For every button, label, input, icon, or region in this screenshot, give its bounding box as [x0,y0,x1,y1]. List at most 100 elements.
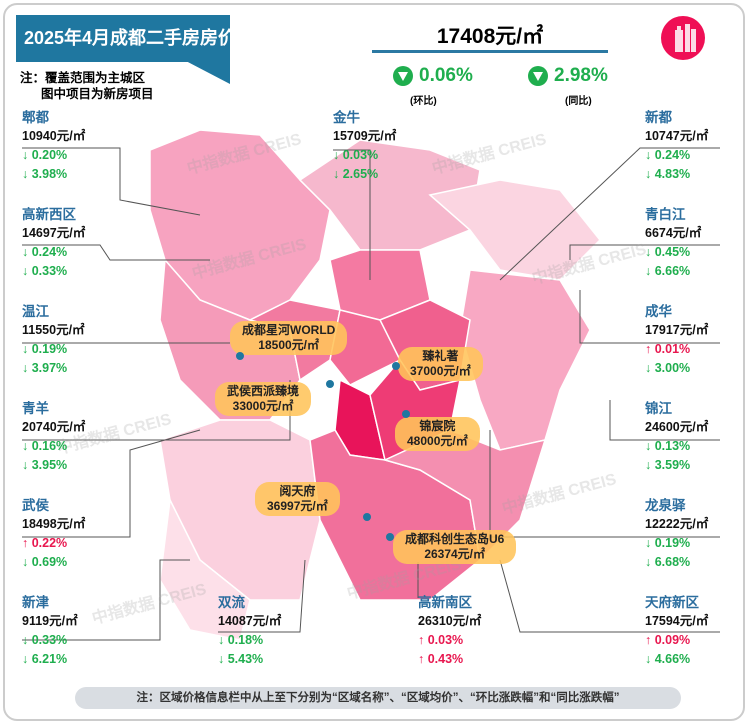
district-name: 青白江 [645,207,686,222]
district-name: 新都 [645,110,672,125]
region-pidu [149,129,331,321]
district-label: 温江 11550元/㎡ ↓ 0.19% ↓ 3.97% [22,302,85,378]
district-yoy: ↓ 6.68% [645,555,691,569]
project-name: 武侯西派臻境 [227,384,300,398]
district-label: 高新西区 14697元/㎡ ↓ 0.24% ↓ 0.33% [22,205,85,281]
district-yoy: ↓ 0.69% [22,555,68,569]
region-qingbaijiang [428,179,602,281]
district-mom: ↓ 0.45% [645,245,691,259]
district-label: 成华 17917元/㎡ ↑ 0.01% ↓ 3.00% [645,302,708,378]
district-name: 温江 [22,304,49,319]
district-price: 10940元/㎡ [22,129,86,143]
project-name: 臻礼著 [422,349,459,363]
district-yoy: ↓ 6.21% [22,652,68,666]
district-label: 郫都 10940元/㎡ ↓ 0.20% ↓ 3.98% [22,108,85,184]
project-label: 锦宸院 48000元/㎡ [395,417,480,451]
district-price: 9119元/㎡ [22,614,78,628]
district-name: 双流 [218,595,245,610]
district-mom: ↓ 0.24% [645,148,691,162]
project-price: 18500元/㎡ [258,338,320,352]
district-label: 天府新区 17594元/㎡ ↑ 0.09% ↓ 4.66% [645,593,708,669]
district-mom: ↓ 0.03% [333,148,379,162]
district-mom: ↑ 0.22% [22,536,68,550]
coverage-note: 注：覆盖范围为主城区 图中项目为新房项目 [20,70,154,102]
district-price: 10747元/㎡ [645,129,709,143]
district-mom: ↓ 0.24% [22,245,68,259]
district-mom: ↓ 0.18% [218,633,264,647]
project-price: 33000元/㎡ [232,399,294,413]
project-name: 阅天府 [279,484,316,498]
page-title: 2025年4月成都二手房房价地图 [16,15,272,62]
district-mom: ↓ 0.19% [645,536,691,550]
district-price: 20740元/㎡ [22,420,86,434]
district-yoy: ↑ 0.43% [418,652,464,666]
district-label: 新津 9119元/㎡ ↓ 0.33% ↓ 6.21% [22,593,78,669]
district-yoy: ↓ 3.97% [22,361,68,375]
divider [372,50,608,53]
district-mom: ↓ 0.20% [22,148,68,162]
district-price: 15709元/㎡ [333,129,397,143]
district-price: 26310元/㎡ [418,614,482,628]
district-price: 17917元/㎡ [645,323,709,337]
district-price: 12222元/㎡ [645,517,709,531]
project-label: 阅天府 36997元/㎡ [255,482,340,516]
district-yoy: ↓ 4.83% [645,167,691,181]
mom-value: 0.06% [419,65,473,86]
yoy-change: 2.98% [528,65,608,87]
project-price: 36997元/㎡ [267,499,328,513]
district-mom: ↑ 0.09% [645,633,691,647]
district-price: 17594元/㎡ [645,614,709,628]
project-location-marker [363,513,371,521]
project-name: 成都科创生态岛U6 [405,532,505,546]
district-yoy: ↓ 3.98% [22,167,68,181]
district-price: 24600元/㎡ [645,420,709,434]
district-yoy: ↓ 2.65% [333,167,379,181]
project-price: 37000元/㎡ [410,364,471,378]
note-line: 图中项目为新房项目 [41,87,154,101]
city-logo-icon [661,16,705,60]
district-name: 郫都 [22,110,49,125]
region-qingyang [329,309,402,386]
district-label: 锦江 24600元/㎡ ↓ 0.13% ↓ 3.59% [645,399,708,475]
district-yoy: ↓ 3.00% [645,361,691,375]
district-name: 高新西区 [22,207,76,222]
district-price: 18498元/㎡ [22,517,86,531]
district-mom: ↓ 0.13% [645,439,691,453]
district-mom: ↓ 0.33% [22,633,68,647]
district-mom: ↓ 0.16% [22,439,68,453]
mom-label: (环比) [410,96,437,107]
mom-change: 0.06% [393,65,473,87]
district-yoy: ↓ 0.33% [22,264,68,278]
district-price: 6674元/㎡ [645,226,702,240]
district-mom: ↑ 0.03% [418,633,464,647]
frame [3,3,745,721]
project-label: 武侯西派臻境 33000元/㎡ [215,382,312,416]
down-triangle-icon [528,66,548,86]
district-name: 新津 [22,595,49,610]
project-price: 48000元/㎡ [407,434,468,448]
footer-note: 注：区域价格信息栏中从上至下分别为“区域名称”、“区域均价”、“环比涨跌幅”和“… [75,687,681,709]
district-name: 金牛 [333,110,360,125]
district-price: 14697元/㎡ [22,226,86,240]
project-label: 臻礼著 37000元/㎡ [398,347,483,381]
title-pointer [184,60,230,84]
district-name: 青羊 [22,401,49,416]
district-label: 龙泉驿 12222元/㎡ ↓ 0.19% ↓ 6.68% [645,496,708,572]
project-location-marker [326,380,334,388]
district-label: 新都 10747元/㎡ ↓ 0.24% ↓ 4.83% [645,108,708,184]
district-name: 成华 [645,304,672,319]
district-label: 青羊 20740元/㎡ ↓ 0.16% ↓ 3.95% [22,399,85,475]
district-yoy: ↓ 4.66% [645,652,691,666]
project-label: 成都科创生态岛U6 26374元/㎡ [393,530,517,564]
down-triangle-icon [393,66,413,86]
project-location-marker [236,352,244,360]
district-mom: ↑ 0.01% [645,342,691,356]
district-name: 锦江 [645,401,672,416]
district-label: 青白江 6674元/㎡ ↓ 0.45% ↓ 6.66% [645,205,701,281]
project-location-marker [402,410,410,418]
project-location-marker [392,362,400,370]
district-name: 高新南区 [418,595,472,610]
district-label: 高新南区 26310元/㎡ ↑ 0.03% ↑ 0.43% [418,593,481,669]
yoy-label: (同比) [565,96,592,107]
